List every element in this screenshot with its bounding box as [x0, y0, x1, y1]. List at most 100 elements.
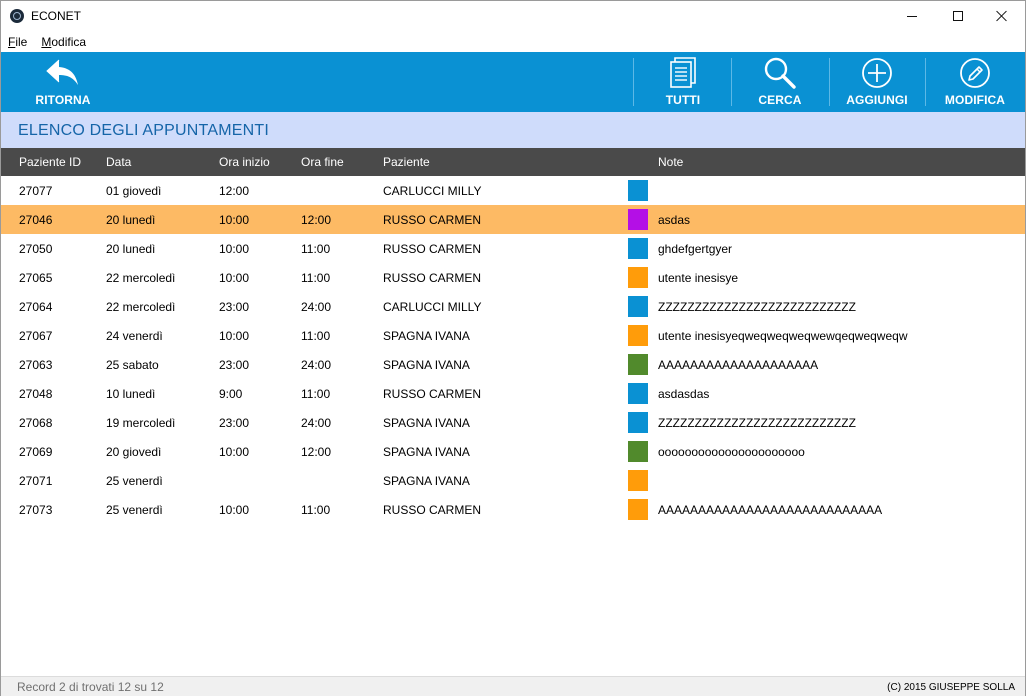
cell-paziente: RUSSO CARMEN [383, 242, 482, 256]
toolbar-divider [731, 58, 732, 106]
table-row[interactable]: 27046 20 lunedì 10:00 12:00 RUSSO CARMEN asda… [1, 205, 1025, 234]
color-swatch [628, 180, 648, 201]
cell-ora-inizio: 23:00 [219, 416, 250, 430]
column-header-paziente-id[interactable]: Paziente ID [19, 155, 82, 169]
app-globe-icon [10, 9, 24, 23]
column-header-ora-inizio[interactable]: Ora inizio [219, 155, 270, 169]
cell-ora-fine: 24:00 [301, 300, 332, 314]
menu-file-accel: F [8, 35, 16, 49]
table-header: Paziente ID Data Ora inizio Ora fine Paz… [1, 148, 1025, 176]
cell-data: 25 venerdì [106, 503, 163, 517]
cell-note: AAAAAAAAAAAAAAAAAAAA [658, 358, 819, 372]
modifica-label: MODIFICA [944, 93, 1006, 107]
cell-paziente-id: 27068 [19, 416, 53, 430]
aggiungi-button[interactable]: AGGIUNGI [831, 52, 923, 112]
cell-paziente-id: 27069 [19, 445, 53, 459]
cell-paziente: CARLUCCI MILLY [383, 184, 482, 198]
table-row[interactable]: 27068 19 mercoledì 23:00 24:00 SPAGNA IVANA Z… [1, 408, 1025, 437]
cell-ora-fine: 11:00 [301, 329, 331, 343]
cell-paziente-id: 27065 [19, 271, 53, 285]
cell-ora-inizio: 12:00 [219, 184, 250, 198]
maximize-icon [953, 11, 963, 21]
table-row[interactable]: 27067 24 venerdì 10:00 11:00 SPAGNA IVANA ute… [1, 321, 1025, 350]
cell-data: 19 mercoledì [106, 416, 176, 430]
menu-file[interactable]: File [8, 31, 27, 52]
cell-note: utente inesisyeqweqweqweqwewqeqweqweqw [658, 329, 908, 343]
cell-ora-inizio: 10:00 [219, 213, 250, 227]
close-button[interactable] [979, 1, 1025, 31]
cell-data: 20 lunedì [106, 242, 156, 256]
table-row[interactable]: 27069 20 giovedì 10:00 12:00 SPAGNA IVANA ooo… [1, 437, 1025, 466]
back-button[interactable]: RITORNA [31, 52, 95, 112]
column-header-data[interactable]: Data [106, 155, 132, 169]
page-title: ELENCO DEGLI APPUNTAMENTI [18, 122, 269, 139]
color-swatch [628, 441, 648, 462]
cell-ora-inizio: 23:00 [219, 358, 250, 372]
back-label: RITORNA [35, 93, 91, 107]
menu-modifica[interactable]: Modifica [41, 31, 86, 52]
menu-file-label: ile [15, 35, 28, 49]
table-row[interactable]: 27071 25 venerdì SPAGNA IVANA [1, 466, 1025, 495]
cell-note: AAAAAAAAAAAAAAAAAAAAAAAAAAAA [658, 503, 883, 517]
cell-data: 01 giovedì [106, 184, 162, 198]
cell-paziente: SPAGNA IVANA [383, 329, 470, 343]
cell-note: asdasdas [658, 387, 710, 401]
cell-note: oooooooooooooooooooooo [658, 445, 805, 459]
section-header: ELENCO DEGLI APPUNTAMENTI [1, 112, 1025, 148]
table-row[interactable]: 27050 20 lunedì 10:00 11:00 RUSSO CARMEN ghde… [1, 234, 1025, 263]
cell-ora-fine: 24:00 [301, 416, 332, 430]
color-swatch [628, 238, 648, 259]
toolbar-divider [633, 58, 634, 106]
cell-ora-inizio: 23:00 [219, 300, 250, 314]
table-row[interactable]: 27063 25 sabato 23:00 24:00 SPAGNA IVANA AAAA… [1, 350, 1025, 379]
cell-paziente-id: 27063 [19, 358, 53, 372]
maximize-button[interactable] [935, 1, 981, 31]
table-row[interactable]: 27048 10 lunedì 9:00 11:00 RUSSO CARMEN asdas… [1, 379, 1025, 408]
menu-bar: File Modifica [1, 31, 1025, 52]
cell-data: 22 mercoledì [106, 300, 176, 314]
cell-note: asdas [658, 213, 691, 227]
table-row[interactable]: 27077 01 giovedì 12:00 CARLUCCI MILLY [1, 176, 1025, 205]
cell-paziente: SPAGNA IVANA [383, 416, 470, 430]
cell-data: 22 mercoledì [106, 271, 176, 285]
cell-data: 25 venerdì [106, 474, 163, 488]
table-row[interactable]: 27073 25 venerdì 10:00 11:00 RUSSO CARMEN AAA… [1, 495, 1025, 524]
cell-ora-inizio: 10:00 [219, 271, 250, 285]
cell-paziente-id: 27064 [19, 300, 53, 314]
plus-circle-icon [860, 57, 894, 89]
cerca-button[interactable]: CERCA [733, 52, 827, 112]
cell-ora-fine: 11:00 [301, 387, 331, 401]
cell-data: 25 sabato [106, 358, 159, 372]
cell-data: 20 lunedì [106, 213, 156, 227]
cell-paziente: RUSSO CARMEN [383, 387, 482, 401]
record-status: Record 2 di trovati 12 su 12 [17, 680, 164, 694]
table-row[interactable]: 27064 22 mercoledì 23:00 24:00 CARLUCCI MILL… [1, 292, 1025, 321]
cell-paziente-id: 27050 [19, 242, 53, 256]
color-swatch [628, 267, 648, 288]
color-swatch [628, 354, 648, 375]
cell-paziente-id: 27073 [19, 503, 53, 517]
menu-modifica-accel: M [41, 35, 52, 49]
minimize-button[interactable] [889, 1, 935, 31]
column-header-note[interactable]: Note [658, 155, 684, 169]
color-swatch [628, 470, 648, 491]
column-header-paziente[interactable]: Paziente [383, 155, 430, 169]
minimize-icon [907, 15, 917, 17]
table-row[interactable]: 27065 22 mercoledì 10:00 11:00 RUSSO CARMEN u… [1, 263, 1025, 292]
cell-ora-fine: 24:00 [301, 358, 332, 372]
cell-paziente-id: 27046 [19, 213, 53, 227]
cell-ora-fine: 12:00 [301, 445, 332, 459]
modifica-button[interactable]: MODIFICA [927, 52, 1023, 112]
cell-note: ZZZZZZZZZZZZZZZZZZZZZZZZZZZ [658, 300, 856, 314]
cell-paziente: SPAGNA IVANA [383, 474, 470, 488]
tutti-button[interactable]: TUTTI [637, 52, 729, 112]
color-swatch [628, 325, 648, 346]
cell-ora-inizio: 10:00 [219, 503, 250, 517]
cell-paziente: RUSSO CARMEN [383, 503, 482, 517]
color-swatch [628, 296, 648, 317]
cell-ora-inizio: 9:00 [219, 387, 243, 401]
column-header-ora-fine[interactable]: Ora fine [301, 155, 344, 169]
cell-ora-fine: 11:00 [301, 271, 331, 285]
status-bar: Record 2 di trovati 12 su 12 (C) 2015 GI… [1, 676, 1025, 696]
